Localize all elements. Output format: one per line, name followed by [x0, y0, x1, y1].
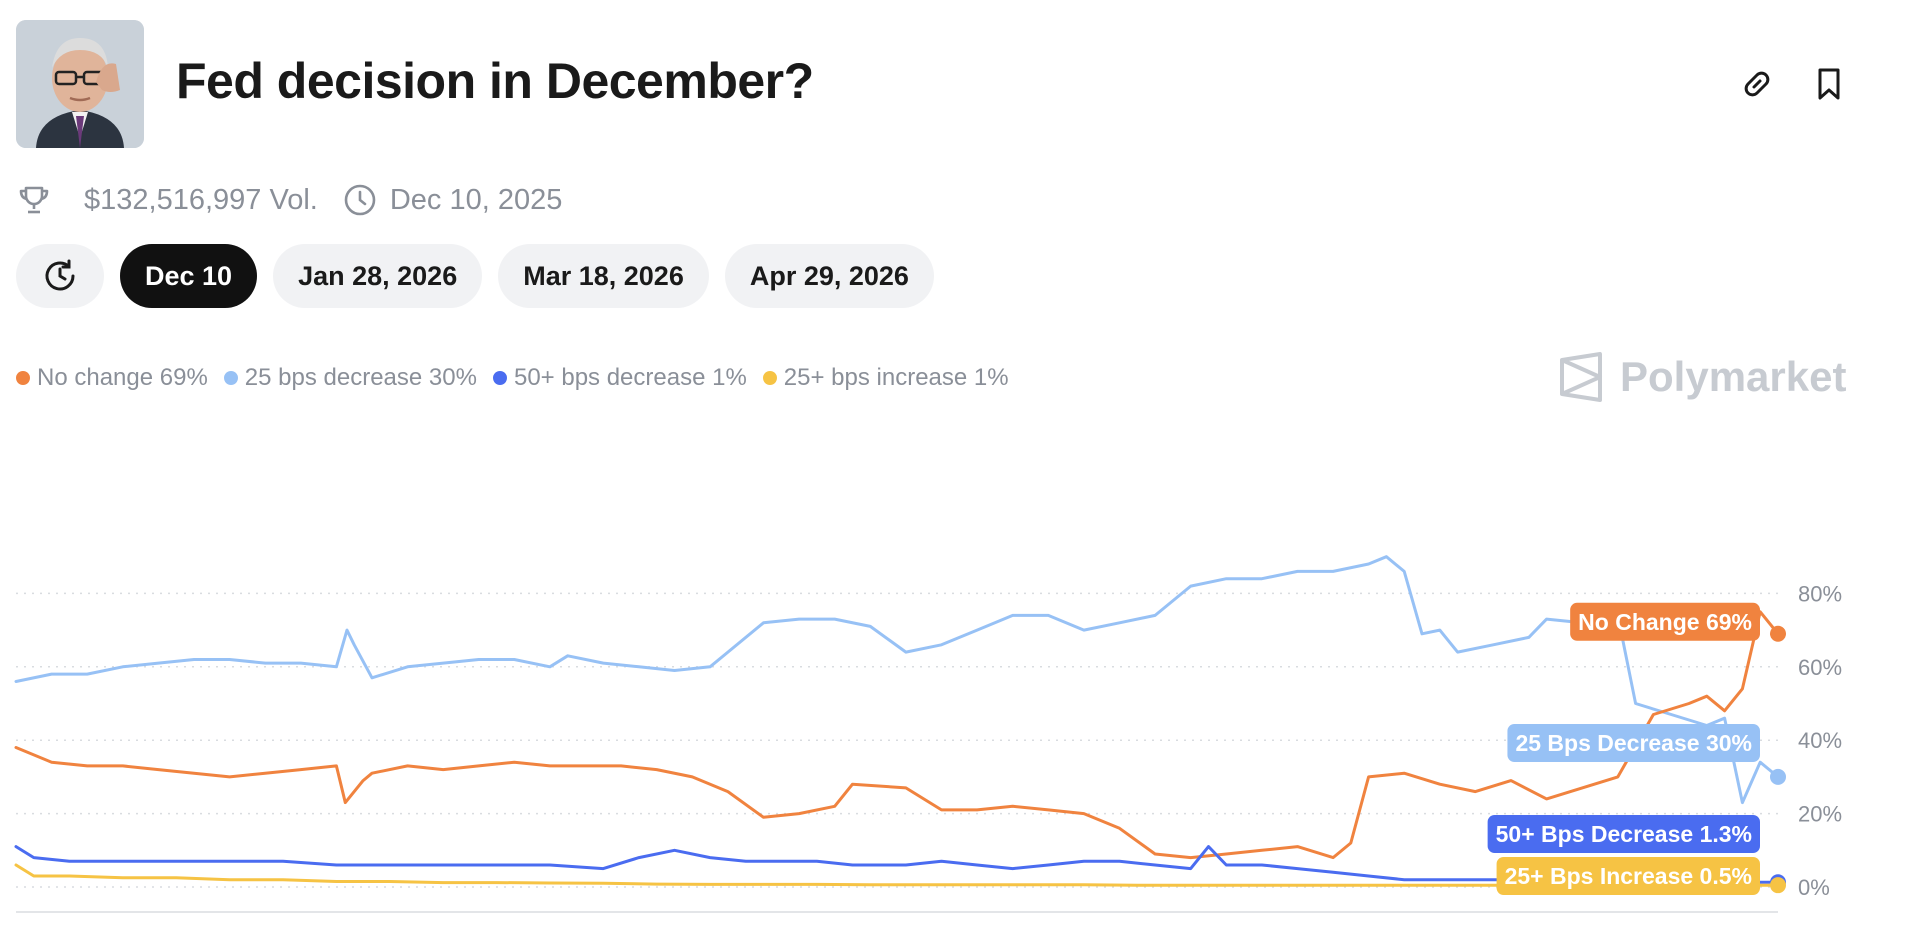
date-tabs: Dec 10 Jan 28, 2026 Mar 18, 2026 Apr 29,…: [16, 244, 934, 308]
legend-dot: [223, 371, 238, 385]
end-date-text: Dec 10, 2025: [389, 183, 563, 216]
legend-item-25-bps-decrease: 25 bps decrease 30%: [223, 364, 477, 392]
person-portrait-image: [16, 20, 144, 148]
series-end-point: [1770, 768, 1786, 785]
legend-item-25-bps-increase: 25+ bps increase 1%: [762, 364, 1009, 392]
y-tick-label: 0%: [1798, 875, 1830, 900]
legend-dot: [16, 371, 30, 385]
tab-dec-10[interactable]: Dec 10: [120, 244, 258, 308]
tab-apr-29-2026[interactable]: Apr 29, 2026: [724, 244, 934, 308]
end-label-bps25-decrease: 25 Bps Decrease 30%: [1507, 724, 1760, 762]
market-meta: $132,516,997 Vol. Dec 10, 2025: [16, 178, 562, 222]
series-end-point: [1770, 877, 1786, 894]
series-line-bps25-decrease: [14, 555, 1780, 805]
price-history-chart: 0% 20% 40% 60% 80% No Change 69% 25 Bps Decre…: [14, 555, 1842, 913]
polymarket-watermark: Polymarket: [1558, 352, 1846, 402]
clock-icon: [344, 184, 376, 216]
legend-label: 25+ bps increase 1%: [783, 364, 1009, 391]
brand-name: Polymarket: [1620, 353, 1847, 400]
legend-item-50-bps-decrease: 50+ bps decrease 1%: [492, 364, 747, 392]
legend-dot: [762, 371, 777, 385]
end-label-text: No Change 69%: [1578, 609, 1752, 635]
y-tick-label: 20%: [1798, 802, 1842, 827]
end-labels: No Change 69% 25 Bps Decrease 30% 50+ Bps …: [1487, 602, 1760, 895]
end-label-text: 50+ Bps Decrease 1.3%: [1496, 821, 1752, 847]
end-label-box: [1496, 857, 1760, 895]
series-line-bps25-increase: [14, 863, 1780, 887]
trophy-icon: [19, 186, 49, 214]
end-label-text: 25+ Bps Increase 0.5%: [1505, 863, 1752, 889]
series-end-point: [1770, 625, 1786, 642]
end-label-bps25-increase: 25+ Bps Increase 0.5%: [1496, 857, 1760, 895]
y-tick-label: 40%: [1798, 728, 1842, 753]
polymarket-logo-icon: [1560, 352, 1602, 402]
legend-label: 50+ bps decrease 1%: [513, 364, 747, 391]
volume-text: $132,516,997 Vol.: [84, 183, 318, 216]
legend-label: 25 bps decrease 30%: [244, 364, 477, 391]
copy-link-icon[interactable]: [1737, 64, 1777, 104]
end-label-bps50-decrease: 50+ Bps Decrease 1.3%: [1487, 815, 1760, 853]
y-tick-label: 60%: [1798, 655, 1842, 680]
legend-label: No change 69%: [37, 364, 208, 391]
page-title: Fed decision in December?: [176, 53, 814, 109]
legend-dot: [492, 371, 507, 385]
history-icon: [45, 259, 75, 291]
end-label-text: 25 Bps Decrease 30%: [1515, 730, 1752, 756]
bookmark-icon[interactable]: [1809, 64, 1849, 104]
series-line-no-change: [14, 610, 1780, 860]
tab-mar-18-2026[interactable]: Mar 18, 2026: [498, 244, 709, 308]
end-label-box: [1570, 602, 1760, 641]
end-label-box: [1487, 815, 1760, 853]
market-avatar: [16, 20, 144, 148]
end-label-no-change: No Change 69%: [1570, 602, 1760, 641]
tab-jan-28-2026[interactable]: Jan 28, 2026: [273, 244, 483, 308]
chart-legend: No change 69% 25 bps decrease 30% 50+ bp…: [16, 364, 1025, 392]
y-tick-label: 80%: [1798, 581, 1842, 606]
legend-item-no-change: No change 69%: [16, 364, 208, 392]
y-axis-ticks: 0% 20% 40% 60% 80%: [1798, 581, 1842, 900]
end-label-box: [1507, 724, 1760, 762]
grid-lines: [16, 592, 1778, 888]
history-toggle-button[interactable]: [16, 244, 104, 308]
